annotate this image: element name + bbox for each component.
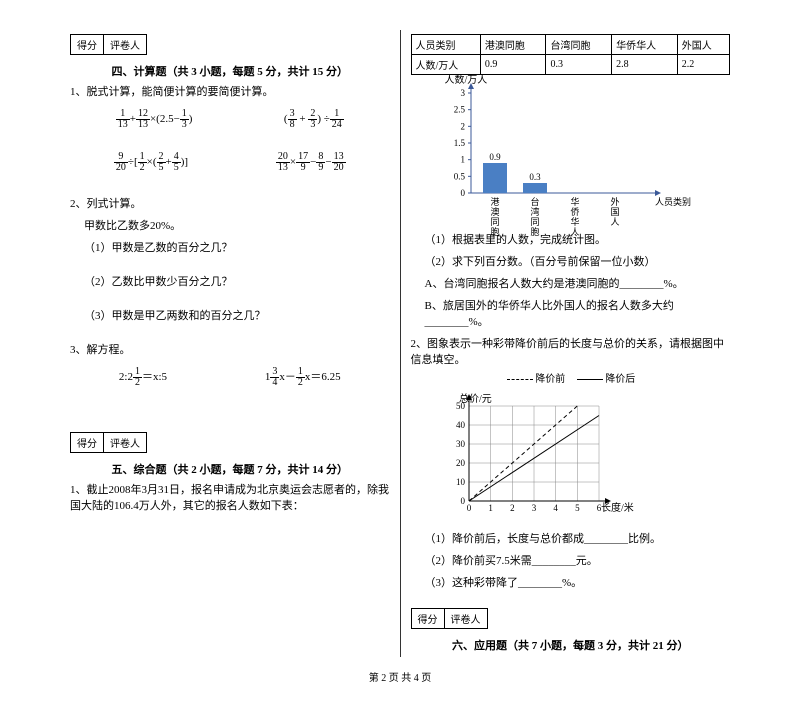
grader-label-5: 评卷人 — [104, 433, 146, 452]
svg-text:1: 1 — [460, 155, 465, 165]
th-1: 港澳同胞 — [480, 35, 546, 55]
svg-text:华: 华 — [570, 216, 579, 227]
legend-dash-icon — [507, 379, 533, 380]
svg-text:4: 4 — [553, 503, 558, 513]
svg-text:同: 同 — [490, 217, 499, 227]
rq1-B: B、旅居国外的华侨华人比外国人的报名人数多大约________%。 — [425, 297, 731, 329]
svg-text:湾: 湾 — [530, 206, 539, 217]
score-label-6: 得分 — [412, 609, 445, 628]
svg-text:0.3: 0.3 — [529, 172, 541, 182]
formula-2: (38 + 23) ÷124 — [284, 109, 344, 130]
svg-text:外: 外 — [610, 196, 619, 207]
chart1-svg: 00.511.522.530.9港澳同胞0.3台湾同胞华侨华人外国人人员类别 — [441, 83, 681, 223]
formula-row-1: 113+1213×(2.5−13) (38 + 23) ÷124 — [70, 109, 390, 130]
svg-text:2: 2 — [510, 503, 514, 513]
td-2: 2.8 — [612, 55, 678, 75]
svg-text:国: 国 — [610, 207, 619, 217]
svg-text:0: 0 — [460, 496, 465, 506]
score-box-4: 得分 评卷人 — [70, 34, 147, 55]
svg-text:人: 人 — [610, 217, 619, 227]
svg-text:澳: 澳 — [490, 206, 499, 217]
legend-after: 降价后 — [605, 374, 635, 385]
legend-before: 降价前 — [535, 374, 565, 385]
svg-text:3: 3 — [460, 88, 465, 98]
rq2-s1: （1）降价前后，长度与总价都成________比例。 — [425, 530, 731, 546]
svg-text:1: 1 — [488, 503, 493, 513]
svg-text:0.5: 0.5 — [453, 171, 465, 181]
formula-row-2: 920÷[12×(25+45)] 2013×179−89−1320 — [70, 152, 390, 173]
chart2-legend: 降价前 降价后 — [411, 370, 731, 385]
section-6-title: 六、应用题（共 7 小题，每题 3 分，共计 21 分） — [411, 637, 731, 653]
svg-text:华: 华 — [570, 196, 579, 207]
rq2: 2、图象表示一种彩带降价前后的长度与总价的关系，请根据图中信息填空。 — [411, 335, 731, 367]
svg-text:5: 5 — [575, 503, 580, 513]
svg-text:2.5: 2.5 — [453, 105, 465, 115]
q4-2-0: 甲数比乙数多20%。 — [84, 217, 390, 233]
score-label-5: 得分 — [71, 433, 104, 452]
rq1-2: （2）求下列百分数。（百分号前保留一位小数） — [425, 253, 731, 269]
td-1: 0.3 — [546, 55, 612, 75]
formula-3: 920÷[12×(25+45)] — [114, 152, 188, 173]
rq2-s2: （2）降价前买7.5米需________元。 — [425, 552, 731, 568]
formula-4: 2013×179−89−1320 — [276, 152, 346, 173]
score-box-5: 得分 评卷人 — [70, 432, 147, 453]
score-box-6: 得分 评卷人 — [411, 608, 488, 629]
bar-chart: 人数/万人 00.511.522.530.9港澳同胞0.3台湾同胞华侨华人外国人… — [441, 83, 731, 223]
svg-text:30: 30 — [456, 439, 466, 449]
svg-text:3: 3 — [531, 503, 536, 513]
td-3: 2.2 — [677, 55, 729, 75]
rq2-s3: （3）这种彩带降了________%。 — [425, 574, 731, 590]
th-2: 台湾同胞 — [546, 35, 612, 55]
th-3: 华侨华人 — [612, 35, 678, 55]
chart2-svg: 012345601020304050总价/元长度/米 — [441, 391, 641, 521]
eq-1: 2:212＝x:5 — [119, 367, 167, 388]
svg-text:港: 港 — [490, 196, 499, 207]
chart1-ylabel: 人数/万人 — [445, 71, 488, 86]
svg-text:0.9: 0.9 — [489, 152, 501, 162]
svg-text:10: 10 — [456, 477, 466, 487]
svg-text:长度/米: 长度/米 — [601, 501, 634, 514]
q4-2-3: （3）甲数是甲乙两数和的百分之几？ — [84, 307, 390, 323]
svg-text:0: 0 — [460, 188, 465, 198]
page-footer: 第 2 页 共 4 页 — [60, 669, 740, 684]
legend-solid-icon — [577, 379, 603, 380]
svg-text:侨: 侨 — [570, 206, 579, 217]
svg-text:总价/元: 总价/元 — [459, 392, 492, 405]
svg-text:2: 2 — [460, 121, 465, 131]
rq1-A: A、台湾同胞报名人数大约是港澳同胞的________%。 — [425, 275, 731, 291]
line-chart: 012345601020304050总价/元长度/米 — [441, 391, 731, 524]
eq-row: 2:212＝x:5 134x－12x＝6.25 — [70, 367, 390, 388]
q4-1: 1、脱式计算，能简便计算的要简便计算。 — [70, 83, 390, 99]
score-label: 得分 — [71, 35, 104, 54]
q4-2: 2、列式计算。 — [70, 195, 390, 211]
svg-text:人: 人 — [570, 227, 579, 237]
data-table: 人员类别 港澳同胞 台湾同胞 华侨华人 外国人 人数/万人 0.9 0.3 2.… — [411, 34, 731, 75]
td-0: 0.9 — [480, 55, 546, 75]
q4-2-1: （1）甲数是乙数的百分之几？ — [84, 239, 390, 255]
svg-text:胞: 胞 — [490, 226, 499, 237]
section-4-title: 四、计算题（共 3 小题，每题 5 分，共计 15 分） — [70, 63, 390, 79]
formula-1: 113+1213×(2.5−13) — [116, 109, 193, 130]
svg-text:同: 同 — [530, 217, 539, 227]
eq-2: 134x－12x＝6.25 — [265, 367, 341, 388]
table-header-row: 人员类别 港澳同胞 台湾同胞 华侨华人 外国人 — [411, 35, 730, 55]
svg-text:40: 40 — [456, 420, 466, 430]
q5-1: 1、截止2008年3月31日，报名申请成为北京奥运会志愿者的，除我国大陆的106… — [70, 481, 390, 513]
svg-text:1.5: 1.5 — [453, 138, 465, 148]
svg-text:胞: 胞 — [530, 226, 539, 237]
svg-text:台: 台 — [530, 196, 539, 207]
svg-text:20: 20 — [456, 458, 466, 468]
grader-label: 评卷人 — [104, 35, 146, 54]
svg-text:人员类别: 人员类别 — [655, 196, 691, 207]
section-5-title: 五、综合题（共 2 小题，每题 7 分，共计 14 分） — [70, 461, 390, 477]
svg-text:0: 0 — [466, 503, 471, 513]
th-4: 外国人 — [677, 35, 729, 55]
th-0: 人员类别 — [411, 35, 480, 55]
grader-label-6: 评卷人 — [445, 609, 487, 628]
q4-2-2: （2）乙数比甲数少百分之几？ — [84, 273, 390, 289]
q4-3: 3、解方程。 — [70, 341, 390, 357]
